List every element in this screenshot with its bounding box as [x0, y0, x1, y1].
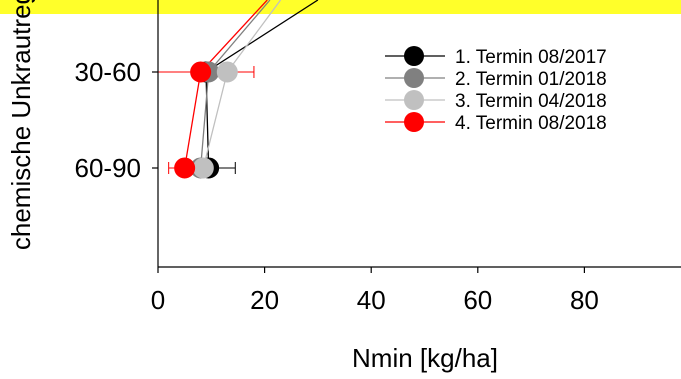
legend-item: 3. Termin 04/2018 — [385, 90, 607, 112]
legend-label: 3. Termin 04/2018 — [455, 91, 607, 112]
legend-label: 4. Termin 08/2018 — [455, 113, 607, 134]
series-line — [199, 0, 271, 169]
y-axis-label: chemische Unkrautreg — [6, 0, 36, 250]
x-tick-label: 20 — [250, 285, 279, 315]
data-point — [190, 61, 212, 83]
legend-marker — [404, 90, 424, 110]
x-axis-label: Nmin [kg/ha] — [352, 343, 498, 373]
legend-item: 2. Termin 01/2018 — [385, 68, 607, 90]
y-tick-label: 30-60 — [75, 57, 142, 87]
series-line — [184, 0, 268, 169]
data-point — [192, 157, 214, 179]
x-tick-label: 40 — [357, 285, 386, 315]
x-tick-label: 0 — [151, 285, 165, 315]
legend-label: 1. Termin 08/2017 — [455, 47, 607, 68]
series-line — [202, 0, 282, 169]
data-point — [216, 61, 238, 83]
legend-item: 1. Termin 08/2017 — [385, 46, 607, 68]
legend-marker — [404, 46, 424, 66]
legend-item: 4. Termin 08/2018 — [385, 112, 607, 134]
data-point — [174, 157, 196, 179]
legend-label: 2. Termin 01/2018 — [455, 69, 607, 90]
legend-marker — [404, 112, 424, 132]
legend-marker — [404, 68, 424, 88]
x-tick-label: 80 — [570, 285, 599, 315]
y-tick-label: 60-90 — [75, 153, 142, 183]
x-tick-label: 60 — [463, 285, 492, 315]
top-highlight-banner — [0, 0, 681, 14]
